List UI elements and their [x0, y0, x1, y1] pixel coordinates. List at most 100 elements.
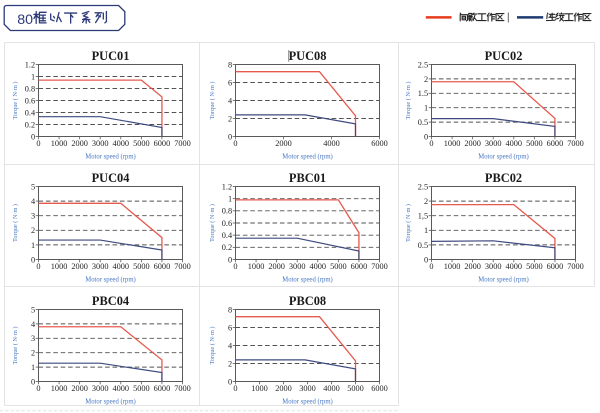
svg-text:2000: 2000	[71, 262, 88, 271]
svg-text:2: 2	[424, 197, 428, 206]
svg-text:Torque ( N·m ): Torque ( N·m )	[12, 327, 19, 365]
svg-text:5000: 5000	[133, 262, 150, 271]
svg-text:5: 5	[31, 305, 35, 314]
svg-text:Torque ( N·m ): Torque ( N·m )	[209, 82, 216, 120]
svg-text:6000: 6000	[547, 262, 564, 271]
svg-text:1: 1	[424, 104, 428, 113]
svg-text:4000: 4000	[309, 262, 326, 271]
svg-text:6000: 6000	[351, 262, 368, 271]
svg-text:0.8: 0.8	[25, 84, 35, 93]
svg-text:PUC02: PUC02	[485, 49, 523, 63]
svg-text:Motor speed (rpm): Motor speed (rpm)	[85, 396, 136, 405]
svg-text:PBC01: PBC01	[289, 171, 326, 185]
svg-text:0: 0	[228, 132, 232, 141]
svg-text:0.6: 0.6	[222, 219, 232, 228]
svg-text:1.2: 1.2	[222, 182, 232, 191]
svg-text:2000: 2000	[275, 139, 292, 148]
svg-text:Torque ( N·m ): Torque ( N·m )	[405, 82, 412, 120]
svg-text:4000: 4000	[323, 384, 340, 393]
svg-text:0: 0	[36, 262, 40, 271]
svg-text:1.2: 1.2	[25, 60, 35, 69]
svg-text:0.8: 0.8	[222, 207, 232, 216]
svg-text:1000: 1000	[51, 139, 68, 148]
svg-text:1: 1	[31, 241, 35, 250]
svg-text:0: 0	[36, 139, 40, 148]
svg-text:4: 4	[31, 320, 36, 329]
svg-text:2000: 2000	[268, 262, 285, 271]
svg-text:Motor speed (rpm): Motor speed (rpm)	[282, 151, 333, 160]
svg-text:7000: 7000	[174, 262, 191, 271]
svg-text:1000: 1000	[51, 384, 68, 393]
svg-text:6: 6	[228, 323, 232, 332]
svg-text:8: 8	[228, 305, 232, 314]
svg-text:4000: 4000	[112, 139, 129, 148]
svg-text:0: 0	[228, 255, 232, 264]
svg-text:6000: 6000	[547, 139, 564, 148]
svg-text:2: 2	[228, 114, 232, 123]
svg-text:2: 2	[31, 349, 35, 358]
svg-text:3000: 3000	[299, 384, 316, 393]
svg-text:1: 1	[424, 226, 428, 235]
svg-text:0.2: 0.2	[222, 243, 232, 252]
svg-text:0.6: 0.6	[25, 96, 35, 105]
svg-text:0: 0	[429, 262, 433, 271]
svg-text:Motor speed (rpm): Motor speed (rpm)	[478, 274, 529, 283]
svg-text:8: 8	[228, 60, 232, 69]
svg-text:0: 0	[31, 255, 35, 264]
svg-text:0: 0	[36, 384, 40, 393]
svg-text:PBC08: PBC08	[289, 294, 326, 308]
svg-text:1000: 1000	[251, 384, 268, 393]
svg-text:5000: 5000	[526, 139, 543, 148]
svg-text:7000: 7000	[371, 262, 388, 271]
svg-text:6000: 6000	[154, 139, 171, 148]
svg-text:Motor speed (rpm): Motor speed (rpm)	[282, 274, 333, 283]
svg-text:2: 2	[31, 226, 35, 235]
svg-text:2: 2	[228, 359, 232, 368]
svg-text:3000: 3000	[485, 139, 502, 148]
svg-text:2.5: 2.5	[418, 182, 428, 191]
svg-text:4: 4	[31, 197, 36, 206]
svg-text:Motor speed (rpm): Motor speed (rpm)	[85, 151, 136, 160]
svg-text:5000: 5000	[133, 384, 150, 393]
svg-text:7000: 7000	[567, 262, 584, 271]
svg-text:Torque ( N·m ): Torque ( N·m )	[12, 204, 19, 242]
svg-text:0: 0	[228, 377, 232, 386]
svg-text:2000: 2000	[464, 139, 481, 148]
svg-text:PBC02: PBC02	[485, 171, 522, 185]
svg-text:3: 3	[31, 334, 35, 343]
svg-text:Motor speed (rpm): Motor speed (rpm)	[478, 151, 529, 160]
svg-text:0: 0	[424, 132, 428, 141]
svg-text:6: 6	[228, 78, 232, 87]
svg-text:5000: 5000	[330, 262, 347, 271]
svg-text:1,5: 1,5	[418, 212, 428, 221]
svg-text:Torque ( N·m ): Torque ( N·m )	[405, 204, 412, 242]
svg-text:0.4: 0.4	[222, 231, 233, 240]
svg-text:0: 0	[429, 139, 433, 148]
svg-text:6000: 6000	[371, 139, 388, 148]
svg-text:3000: 3000	[92, 139, 109, 148]
svg-text:PUC04: PUC04	[92, 171, 130, 185]
svg-text:1.5: 1.5	[418, 89, 428, 98]
svg-text:4000: 4000	[112, 384, 129, 393]
svg-text:2000: 2000	[71, 139, 88, 148]
svg-text:7000: 7000	[174, 384, 191, 393]
svg-text:0: 0	[31, 132, 35, 141]
svg-text:4000: 4000	[323, 139, 340, 148]
svg-text:0: 0	[31, 377, 35, 386]
svg-text:1: 1	[228, 195, 232, 204]
svg-text:6000: 6000	[154, 384, 171, 393]
svg-text:4: 4	[228, 96, 233, 105]
svg-text:6000: 6000	[371, 384, 388, 393]
svg-text:3000: 3000	[92, 262, 109, 271]
svg-text:PUC01: PUC01	[92, 49, 130, 63]
svg-text:2000: 2000	[71, 384, 88, 393]
svg-text:PBC04: PBC04	[92, 294, 129, 308]
svg-text:Motor speed (rpm): Motor speed (rpm)	[85, 274, 136, 283]
svg-text:2.5: 2.5	[418, 60, 428, 69]
svg-text:4: 4	[228, 341, 233, 350]
svg-text:Motor speed (rpm): Motor speed (rpm)	[282, 396, 333, 405]
svg-text:0: 0	[233, 139, 237, 148]
svg-text:PUC08: PUC08	[289, 49, 327, 63]
svg-text:0.4: 0.4	[25, 108, 36, 117]
svg-text:2: 2	[424, 75, 428, 84]
